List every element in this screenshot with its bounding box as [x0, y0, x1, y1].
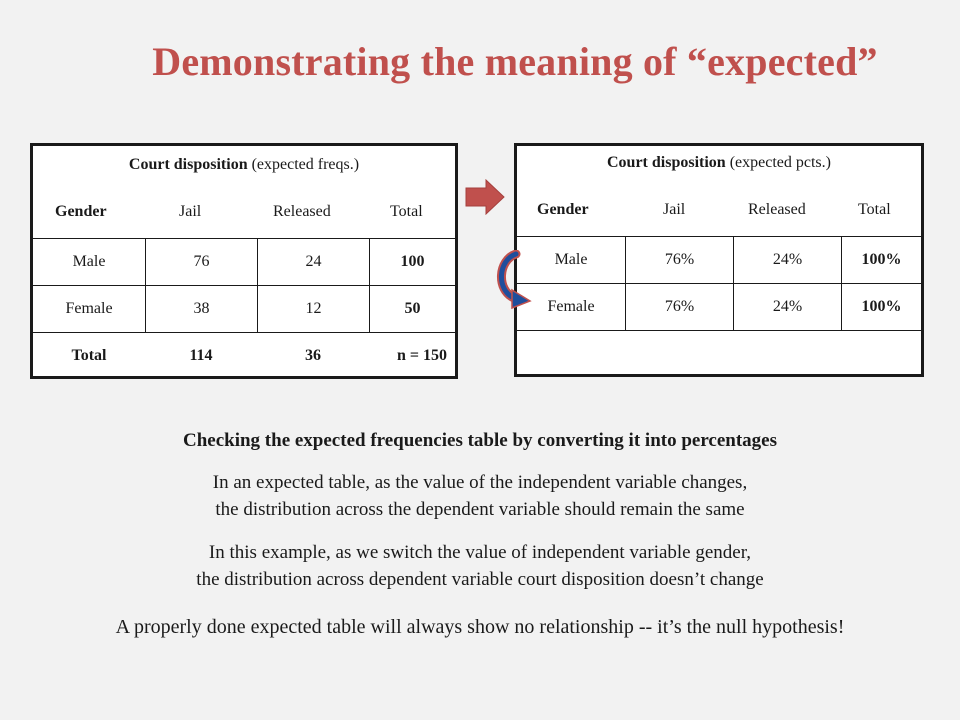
text-line: the distribution across dependent variab… — [196, 569, 764, 590]
header-jail: Jail — [663, 201, 686, 218]
text-line: In this example, as we switch the value … — [208, 542, 752, 563]
table-cell: Male — [72, 253, 106, 270]
header-jail: Jail — [179, 203, 202, 220]
header-released: Released — [748, 201, 806, 218]
table-cell: 24% — [733, 284, 841, 330]
right-arrow-icon — [465, 179, 505, 215]
table-body: Male 76% 24% 100% Female 76% 24% 100% — [517, 236, 921, 331]
header-gender: Gender — [55, 203, 107, 220]
table-caption: Court disposition (expected pcts.) — [517, 154, 921, 172]
summary-heading: Checking the expected frequencies table … — [182, 430, 778, 451]
expected-freqs-table: Court disposition (expected freqs.) Gend… — [30, 143, 458, 379]
table-caption: Court disposition (expected freqs.) — [33, 156, 455, 174]
table-cell: 36 — [305, 347, 321, 364]
table-cell: 12 — [257, 286, 369, 332]
expected-pcts-table: Court disposition (expected pcts.) Gende… — [514, 143, 924, 377]
table-cell: n = 150 — [396, 347, 447, 364]
paragraph-null-hypothesis: A properly done expected table will alwa… — [115, 616, 845, 638]
table-cell: Total — [71, 347, 107, 364]
table-cell: 114 — [189, 347, 213, 364]
table-cell: 100 — [369, 239, 455, 285]
table-cell: Male — [554, 251, 588, 268]
header-released: Released — [273, 203, 331, 220]
table-cell: 100% — [841, 284, 921, 330]
table-cell: 24 — [257, 239, 369, 285]
table-cell: 24% — [733, 237, 841, 283]
table-cell: 76 — [145, 239, 257, 285]
table-cell: Female — [547, 298, 595, 315]
table-cell: 100% — [841, 237, 921, 283]
table-body: Male 76 24 100 Female 38 12 50 Total 114… — [33, 238, 455, 379]
text-line: the distribution across the dependent va… — [215, 499, 745, 520]
header-total: Total — [858, 201, 891, 218]
table-row: Male 76 24 100 — [33, 238, 455, 285]
header-total: Total — [390, 203, 423, 220]
table-cell: 76% — [625, 284, 733, 330]
page-title: Demonstrating the meaning of “expected” — [152, 39, 878, 84]
table-row: Female 38 12 50 — [33, 285, 455, 332]
table-row: Total 114 36 n = 150 — [33, 332, 455, 379]
table-cell: 38 — [145, 286, 257, 332]
caption-bold: Court disposition — [128, 156, 248, 173]
text-line: In an expected table, as the value of th… — [212, 472, 748, 493]
curved-arrow-icon — [497, 250, 532, 310]
paragraph-independent-variable: In an expected table, as the value of th… — [0, 469, 960, 523]
caption-bold: Court disposition — [607, 154, 726, 171]
caption-rest: (expected freqs.) — [251, 156, 360, 173]
paragraph-example: In this example, as we switch the value … — [0, 539, 960, 593]
header-gender: Gender — [537, 201, 589, 218]
table-row: Female 76% 24% 100% — [517, 283, 921, 331]
table-cell: 50 — [369, 286, 455, 332]
table-cell: Female — [65, 300, 113, 317]
table-cell: 76% — [625, 237, 733, 283]
table-row: Male 76% 24% 100% — [517, 236, 921, 283]
caption-rest: (expected pcts.) — [729, 154, 831, 171]
